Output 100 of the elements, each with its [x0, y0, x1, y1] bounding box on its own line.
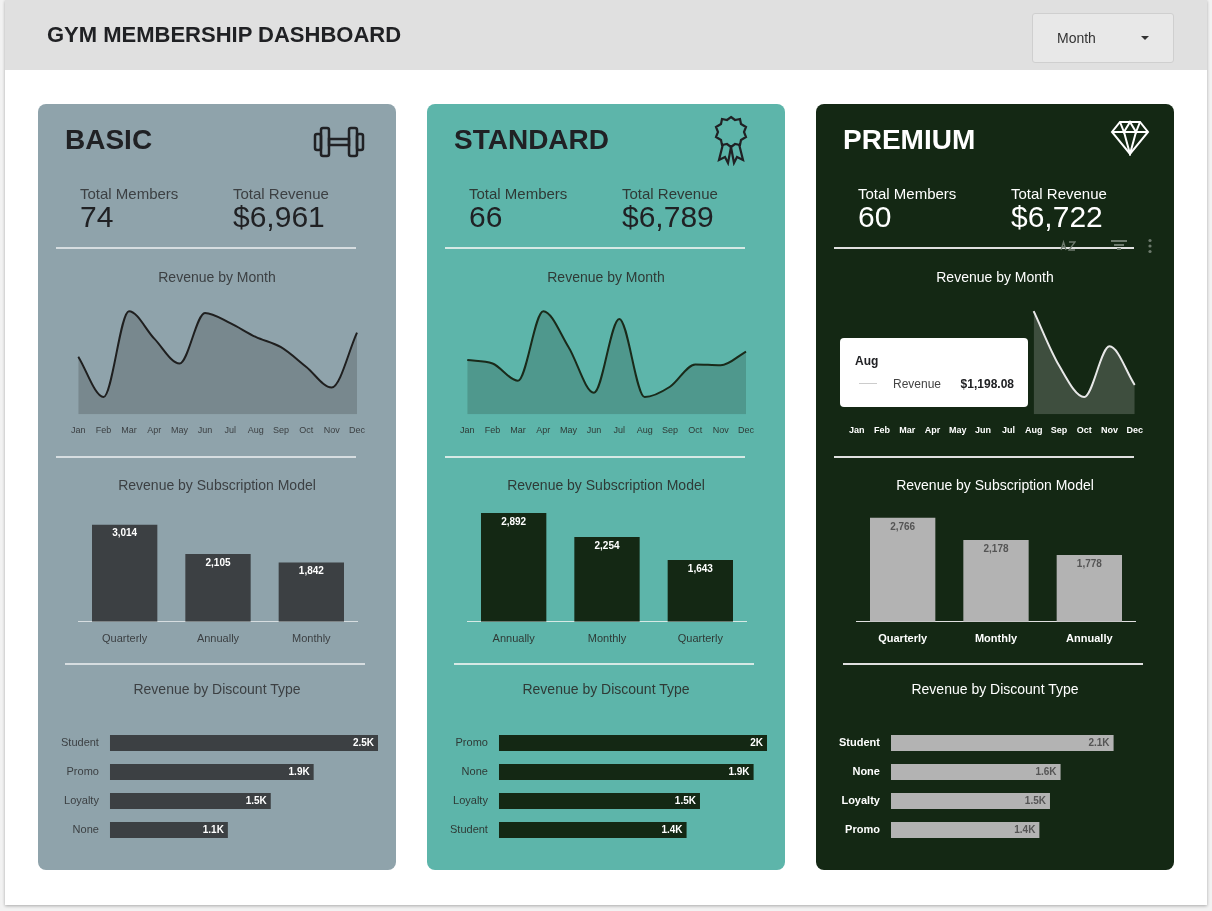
- text: PREMIUM: [843, 124, 976, 156]
- text: $6,961: [233, 200, 326, 234]
- x-tick-label: Sep: [272, 425, 289, 436]
- x-tick-label: Mar: [510, 425, 526, 436]
- x-tick-label: Oct: [299, 425, 314, 436]
- x-tick-label: Aug: [247, 425, 264, 436]
- text: Total Revenue: [622, 185, 718, 202]
- x-tick-label: Nov: [712, 425, 730, 436]
- x-tick-label: Jan: [460, 425, 475, 436]
- data-label: 1.1K: [202, 823, 225, 835]
- text: Total Revenue: [233, 185, 329, 202]
- y-tick-label: Loyalty: [64, 794, 100, 807]
- x-tick-label: Dec: [1126, 425, 1143, 436]
- chart-title: Revenue by Subscription Model: [117, 477, 317, 493]
- tooltip: Aug Revenue $1,198.08: [840, 338, 1028, 407]
- text: STANDARD: [454, 124, 610, 156]
- x-tick-label: Annually: [1066, 632, 1114, 645]
- y-tick-label: Student: [450, 822, 488, 835]
- data-label: 1.5K: [245, 794, 268, 806]
- chart-title: Revenue by Month: [935, 269, 1055, 285]
- x-tick-label: Dec: [348, 425, 366, 436]
- x-tick-label: May: [949, 425, 967, 436]
- x-tick-label: Annually: [196, 632, 240, 645]
- x-tick-label: May: [171, 425, 189, 436]
- x-tick-label: Quarterly: [677, 632, 724, 645]
- text: BASIC: [65, 124, 153, 156]
- chart-title: Revenue by Discount Type: [910, 681, 1080, 697]
- x-tick-label: Jun: [586, 425, 602, 436]
- x-tick-label: Sep: [661, 425, 678, 436]
- x-tick-label: Quarterly: [878, 632, 928, 645]
- x-tick-label: Feb: [484, 425, 501, 436]
- y-tick-label: Promo: [66, 765, 99, 778]
- x-tick-label: May: [560, 425, 578, 436]
- x-tick-label: Jul: [1001, 425, 1015, 436]
- data-label: 1.4K: [661, 823, 684, 835]
- x-tick-label: Dec: [737, 425, 755, 436]
- data-label: 1.4K: [1014, 823, 1037, 835]
- dropdown: Month: [1032, 13, 1174, 63]
- x-tick-label: Sep: [1050, 425, 1068, 436]
- x-tick-label: Jul: [224, 425, 237, 436]
- y-tick-label: Loyalty: [453, 794, 489, 807]
- x-tick-label: Aug: [636, 425, 653, 436]
- annotation: Revenue: [893, 377, 942, 391]
- chart-title: Revenue by Month: [157, 269, 277, 285]
- x-tick-label: Jan: [71, 425, 86, 436]
- text: 66: [469, 200, 504, 234]
- chart-title: Revenue by Discount Type: [132, 681, 302, 697]
- data-label: 3,014: [112, 527, 138, 539]
- annotation: $1,198.08: [960, 377, 1014, 391]
- x-tick-label: Nov: [323, 425, 341, 436]
- y-tick-label: Student: [838, 736, 881, 749]
- text: Total Members: [80, 185, 179, 202]
- data-label: 1.9K: [288, 765, 311, 777]
- x-tick-label: Monthly: [974, 632, 1018, 645]
- data-label: 2,254: [594, 539, 620, 551]
- x-tick-label: Apr: [536, 425, 551, 436]
- data-label: 1,842: [298, 565, 325, 577]
- data-label: 2,105: [205, 556, 231, 568]
- data-label: 1,643: [687, 562, 714, 574]
- data-label: 1.5K: [1024, 794, 1047, 806]
- text: 60: [858, 200, 893, 234]
- x-tick-label: Feb: [95, 425, 112, 436]
- text: Total Members: [469, 185, 568, 202]
- text: GYM MEMBERSHIP DASHBOARD: [47, 22, 402, 48]
- text: Total Revenue: [1011, 185, 1107, 202]
- y-tick-label: None: [72, 822, 99, 835]
- annotation: Aug: [855, 354, 879, 368]
- text: 74: [80, 200, 115, 234]
- text: $6,722: [1011, 200, 1104, 234]
- data-label: 1.6K: [1035, 765, 1058, 777]
- data-label: 1.9K: [728, 765, 751, 777]
- y-tick-label: Loyalty: [841, 794, 881, 807]
- x-tick-label: Oct: [688, 425, 703, 436]
- text: $6,789: [622, 200, 715, 234]
- y-tick-label: Student: [61, 736, 99, 749]
- y-tick-label: Promo: [845, 822, 881, 835]
- data-label: 1.5K: [674, 794, 697, 806]
- x-tick-label: Annually: [492, 632, 536, 645]
- x-tick-label: Oct: [1076, 425, 1092, 436]
- data-label: 2,766: [890, 520, 916, 532]
- x-tick-label: Mar: [121, 425, 137, 436]
- text: Total Members: [858, 185, 957, 202]
- x-tick-label: Quarterly: [102, 632, 148, 645]
- chart-title: Revenue by Subscription Model: [895, 477, 1095, 493]
- data-label: 2K: [750, 736, 764, 748]
- data-label: 2.1K: [1088, 736, 1111, 748]
- chart-title: Revenue by Discount Type: [521, 681, 691, 697]
- x-tick-label: Jun: [975, 425, 992, 436]
- x-tick-label: Jan: [849, 425, 865, 436]
- y-tick-label: None: [852, 765, 880, 778]
- chart-title: Revenue by Month: [546, 269, 666, 285]
- x-tick-label: Mar: [899, 425, 916, 436]
- chart-title: Revenue by Subscription Model: [506, 477, 706, 493]
- y-tick-label: Promo: [455, 736, 488, 749]
- x-tick-label: Jul: [613, 425, 626, 436]
- x-tick-label: Aug: [1024, 425, 1043, 436]
- data-label: 2,178: [983, 542, 1009, 554]
- y-tick-label: None: [461, 765, 488, 778]
- x-tick-label: Feb: [874, 425, 891, 436]
- x-tick-label: Monthly: [587, 632, 627, 645]
